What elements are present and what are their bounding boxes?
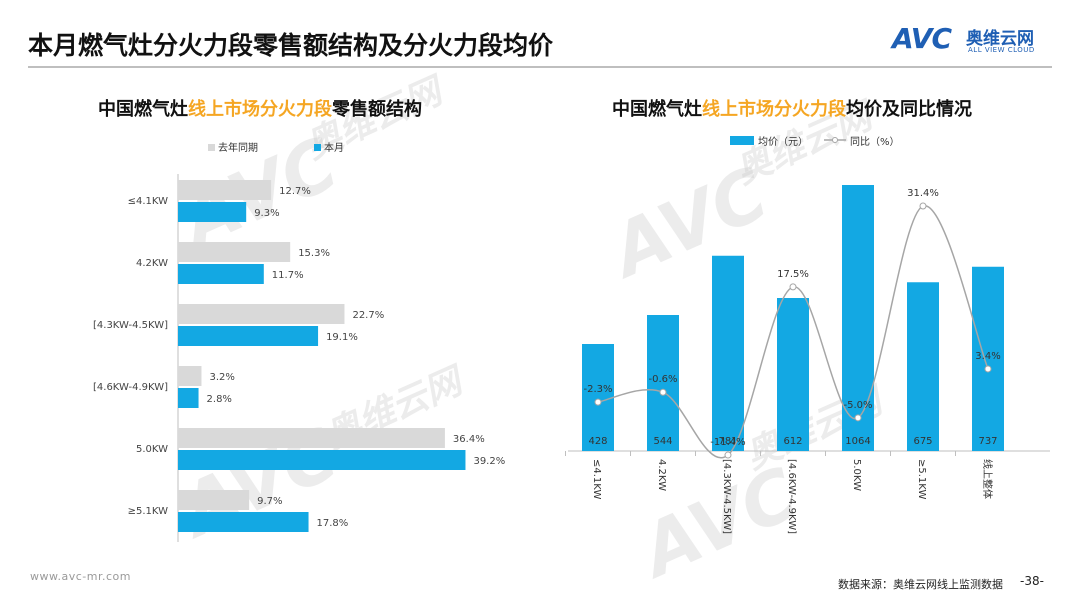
legend-label-avg-price: 均价（元） <box>758 136 808 148</box>
data-label-yoy: 31.4% <box>907 188 939 199</box>
footer-url[interactable]: www.avc-mr.com <box>30 570 131 583</box>
bar-avg-price <box>582 344 614 451</box>
data-label-avg-price: 1064 <box>845 436 870 447</box>
bar-previous <box>178 428 445 448</box>
bar-avg-price <box>777 298 809 451</box>
data-label-yoy: 3.4% <box>975 351 1000 362</box>
category-label: [4.3KW-4.5KW] <box>93 320 168 331</box>
right-combo-chart: 均价（元） 同比（%） 428 ≤4.1KW 544 4.2KW 781 [4.3KW-4.5… <box>565 136 1050 534</box>
bar-previous <box>178 366 202 386</box>
left-title-suffix: 零售额结构 <box>332 99 422 120</box>
data-label-previous: 22.7% <box>352 310 384 321</box>
legend-label-previous: 去年同期 <box>218 141 258 154</box>
category-label: ≥5.1KW <box>128 506 168 517</box>
legend-label-yoy: 同比（%） <box>850 136 900 148</box>
category-label: 5.0KW <box>851 459 862 491</box>
data-label-yoy: -5.0% <box>843 400 872 411</box>
category-label: [4.6KW-4.9KW] <box>786 459 797 534</box>
left-chart-title: 中国燃气灶线上市场分火力段零售额结构 <box>98 95 422 121</box>
bar-avg-price <box>842 185 874 451</box>
footer-source: 数据来源：奥维云网线上监测数据 <box>838 578 1003 591</box>
bar-current <box>178 450 466 470</box>
category-label: 线上整体 <box>981 459 994 499</box>
data-label-previous: 12.7% <box>279 186 311 197</box>
category-label: 4.2KW <box>656 459 667 491</box>
data-label-yoy: 17.5% <box>777 269 809 280</box>
logo-mark: AVC <box>892 22 952 55</box>
right-chart-title: 中国燃气灶线上市场分火力段均价及同比情况 <box>612 95 972 121</box>
legend-marker-yoy <box>832 137 838 143</box>
data-label-current: 39.2% <box>473 456 505 467</box>
logo-en: ALL VIEW CLOUD <box>968 46 1035 54</box>
category-label: ≤4.1KW <box>591 459 602 499</box>
yoy-point <box>854 414 862 422</box>
data-label-yoy: -11.4% <box>710 437 745 448</box>
yoy-point <box>789 283 797 291</box>
bar-current <box>178 202 247 222</box>
data-label-current: 17.8% <box>317 518 349 529</box>
bar-avg-price <box>907 282 939 451</box>
bar-current <box>178 326 319 346</box>
left-bar-chart: 去年同期 本月 ≤4.1KW 12.7%9.3% 4.2KW 15.3% 11.7% [4.3… <box>93 141 505 542</box>
category-label: 4.2KW <box>136 258 168 269</box>
data-label-current: 19.1% <box>326 332 358 343</box>
data-label-avg-price: 544 <box>653 436 672 447</box>
page-title: 本月燃气灶分火力段零售额结构及分火力段均价 <box>28 31 554 60</box>
data-label-yoy: -2.3% <box>583 384 612 395</box>
bar-previous <box>178 180 272 200</box>
category-label: 5.0KW <box>136 444 168 455</box>
data-label-current: 2.8% <box>207 394 232 405</box>
brand-logo: AVC 奥维云网 ALL VIEW CLOUD <box>888 22 1058 58</box>
yoy-point <box>594 398 602 406</box>
yoy-point <box>659 388 667 396</box>
bar-current <box>178 264 264 284</box>
data-label-avg-price: 675 <box>913 436 932 447</box>
bar-avg-price <box>647 315 679 451</box>
yoy-point <box>919 202 927 210</box>
data-label-avg-price: 612 <box>783 436 802 447</box>
legend-swatch-current <box>314 144 321 151</box>
bar-previous <box>178 304 345 324</box>
yoy-point <box>984 365 992 373</box>
data-label-previous: 15.3% <box>298 248 330 259</box>
category-label: [4.3KW-4.5KW] <box>721 459 732 534</box>
category-label: ≥5.1KW <box>916 459 927 499</box>
category-label: ≤4.1KW <box>128 196 168 207</box>
right-title-highlight: 线上市场分火力段 <box>702 99 846 120</box>
bar-previous <box>178 242 291 262</box>
bar-current <box>178 512 309 532</box>
bar-current <box>178 388 199 408</box>
right-title-prefix: 中国燃气灶 <box>612 99 702 120</box>
header-divider <box>28 66 1052 68</box>
legend-label-current: 本月 <box>324 141 344 154</box>
category-label: [4.6KW-4.9KW] <box>93 382 168 393</box>
data-label-current: 9.3% <box>254 208 279 219</box>
data-label-avg-price: 737 <box>978 436 997 447</box>
data-label-avg-price: 428 <box>588 436 607 447</box>
left-title-prefix: 中国燃气灶 <box>98 99 188 120</box>
yoy-point <box>724 451 732 459</box>
bar-avg-price <box>972 266 1004 451</box>
data-label-current: 11.7% <box>272 270 304 281</box>
data-label-previous: 36.4% <box>453 434 485 445</box>
data-label-previous: 9.7% <box>257 496 282 507</box>
right-title-suffix: 均价及同比情况 <box>846 99 972 120</box>
bar-previous <box>178 490 250 510</box>
data-label-avg-price: 781 <box>718 436 737 447</box>
page-number: -38- <box>1020 574 1044 588</box>
legend-swatch-avg-price <box>730 136 754 145</box>
left-title-highlight: 线上市场分火力段 <box>188 99 332 120</box>
data-label-previous: 3.2% <box>209 372 234 383</box>
bar-avg-price <box>712 255 744 451</box>
logo-cn: 奥维云网 <box>966 29 1034 49</box>
data-label-yoy: -0.6% <box>648 374 677 385</box>
legend-swatch-previous <box>208 144 215 151</box>
